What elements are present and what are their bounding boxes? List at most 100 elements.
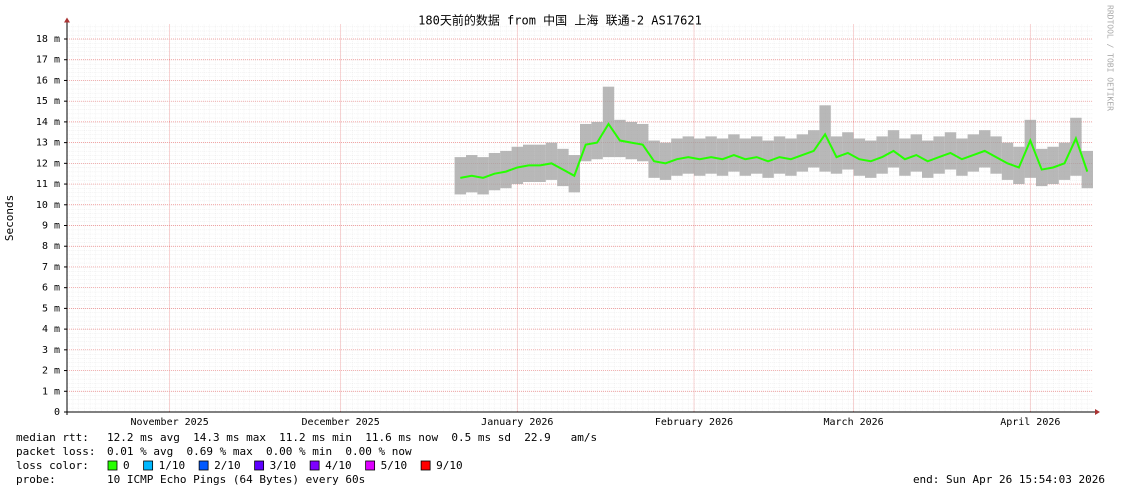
smoke (933, 136, 945, 174)
axis-arrow (64, 17, 70, 23)
y-tick-label: 7 m (42, 262, 60, 273)
smoke (944, 132, 957, 170)
smoke (659, 142, 672, 180)
stats-label: median rtt: (16, 431, 89, 444)
smoke (1001, 142, 1014, 180)
legend-label: 9/10 (436, 459, 463, 472)
x-tick-label: December 2025 (301, 417, 379, 428)
smoke (1070, 117, 1082, 176)
y-tick-label: 9 m (42, 221, 60, 232)
x-tick-label: November 2025 (130, 417, 208, 428)
legend-swatch (198, 460, 209, 471)
smoke (751, 136, 763, 174)
y-tick-label: 0 (54, 407, 60, 418)
legend-label: loss color: (16, 459, 89, 472)
probe-label: probe: (16, 473, 56, 486)
y-tick-label: 16 m (36, 75, 60, 86)
smoke (523, 144, 535, 182)
median-line (460, 122, 1089, 179)
smoke (500, 150, 512, 189)
smoke (557, 148, 569, 187)
smoke (580, 123, 592, 162)
smoke (762, 140, 774, 178)
y-tick-label: 5 m (42, 303, 60, 314)
stats-text: 12.2 ms avg 14.3 ms max 11.2 ms min 11.6… (107, 431, 597, 444)
smoke (534, 144, 546, 182)
smoke (842, 132, 854, 170)
legend-swatch (365, 460, 376, 471)
legend-label: 1/10 (159, 459, 186, 472)
smoke (956, 138, 968, 176)
smoke (967, 134, 979, 172)
y-tick-label: 1 m (42, 386, 60, 397)
smoke (899, 138, 911, 176)
y-tick-label: 18 m (36, 34, 60, 45)
smoke (728, 134, 740, 172)
legend-label: 2/10 (214, 459, 241, 472)
y-tick-label: 14 m (36, 117, 60, 128)
x-tick-label: January 2026 (481, 417, 553, 428)
smoke (990, 136, 1002, 174)
y-tick-label: 15 m (36, 96, 60, 107)
smoke (853, 138, 865, 176)
y-tick-label: 11 m (36, 179, 60, 190)
smoke (591, 121, 603, 160)
legend-swatch (420, 460, 431, 471)
smoke (808, 130, 820, 168)
smoke (545, 142, 558, 180)
smoke (739, 138, 751, 176)
y-tick-label: 4 m (42, 324, 60, 335)
x-tick-label: February 2026 (655, 417, 733, 428)
watermark: RRDTOOL / TOBI OETIKER (1106, 5, 1115, 111)
y-tick-label: 10 m (36, 200, 60, 211)
y-tick-label: 13 m (36, 138, 60, 149)
smoke (671, 138, 683, 176)
y-tick-label: 17 m (36, 55, 60, 66)
smoke (488, 152, 501, 191)
legend-swatch (143, 460, 154, 471)
smoke (705, 136, 717, 174)
smoke (819, 105, 831, 172)
smoke (887, 130, 900, 168)
legend-swatch (107, 460, 118, 471)
smoke (1024, 119, 1036, 178)
smoke (682, 136, 694, 174)
smoke (466, 155, 478, 193)
y-tick-label: 2 m (42, 366, 60, 377)
smoke (694, 138, 706, 176)
smoke (910, 134, 922, 172)
smoke (785, 138, 797, 176)
smoke (648, 140, 660, 178)
legend-label: 5/10 (381, 459, 408, 472)
smoke (625, 121, 637, 160)
smoke (773, 136, 786, 174)
y-axis-label: Seconds (3, 195, 16, 241)
probe-text: 10 ICMP Echo Pings (64 Bytes) every 60s (107, 473, 365, 486)
y-tick-label: 6 m (42, 283, 60, 294)
smoke (876, 136, 888, 174)
smoke (716, 138, 729, 176)
end-time: end: Sun Apr 26 15:54:03 2026 (913, 473, 1105, 486)
minor-grid (67, 24, 1093, 412)
y-tick-label: 12 m (36, 158, 60, 169)
smoke (865, 140, 877, 178)
legend-label: 4/10 (325, 459, 352, 472)
smoke (979, 130, 991, 168)
chart-title: 180天前的数据 from 中国 上海 联通-2 AS17621 (418, 13, 702, 28)
legend-swatch (309, 460, 320, 471)
legend-swatch (254, 460, 265, 471)
smoke (511, 146, 523, 185)
y-tick-label: 3 m (42, 345, 60, 356)
smoke (477, 157, 489, 195)
smoke (1047, 146, 1059, 185)
smoke (454, 157, 466, 195)
stats-text: 0.01 % avg 0.69 % max 0.00 % min 0.00 % … (107, 445, 412, 458)
smoke (602, 86, 615, 158)
x-tick-label: March 2026 (823, 417, 883, 428)
x-tick-label: April 2026 (1000, 417, 1060, 428)
smoke (637, 123, 649, 162)
smoke (796, 134, 808, 172)
smoke (922, 140, 934, 178)
legend-label: 3/10 (270, 459, 297, 472)
